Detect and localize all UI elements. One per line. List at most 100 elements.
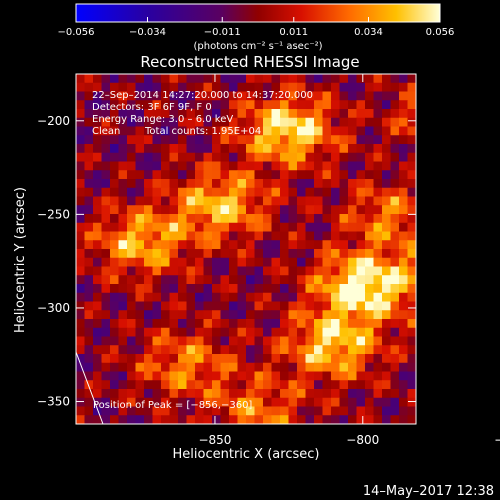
heatmap-cell [152, 406, 162, 416]
heatmap-cell [339, 362, 349, 373]
heatmap-cell [135, 249, 145, 259]
heatmap-cell [144, 152, 154, 163]
heatmap-cell [254, 380, 264, 390]
heatmap-cell [110, 135, 120, 145]
heatmap-cell [305, 354, 315, 364]
heatmap-cell [118, 406, 128, 416]
heatmap-cell [76, 336, 86, 346]
heatmap-cell [161, 179, 171, 189]
heatmap-cell [373, 196, 383, 206]
heatmap-cell [110, 292, 120, 303]
colorbar-ticks: −0.056 −0.034 −0.011 0.011 0.034 0.056 [57, 17, 454, 38]
heatmap-cell [152, 415, 162, 424]
heatmap-cell [195, 74, 205, 84]
heatmap-cell [212, 144, 222, 154]
heatmap-cell [212, 231, 222, 241]
heatmap-cell [101, 100, 111, 110]
heatmap-cell [110, 301, 120, 311]
heatmap-cell [212, 135, 222, 145]
heatmap-cell [263, 371, 273, 381]
heatmap-cell [280, 284, 290, 294]
heatmap-cell [365, 240, 375, 250]
heatmap-cell [288, 284, 298, 294]
heatmap-cell [195, 266, 205, 276]
heatmap-cell [152, 196, 162, 206]
heatmap-cell [280, 240, 290, 250]
heatmap-cell [212, 222, 222, 233]
heatmap-cell [297, 240, 307, 250]
heatmap-cell [237, 222, 247, 233]
heatmap-cell [220, 74, 230, 84]
heatmap-cell [399, 275, 409, 285]
heatmap-cell [254, 179, 264, 189]
heatmap-cell [254, 109, 264, 119]
annotation-clean: Clean [92, 126, 120, 137]
heatmap-cell [178, 406, 188, 416]
heatmap-cell [212, 179, 222, 189]
heatmap-cell [305, 275, 315, 285]
heatmap-cell [229, 345, 239, 355]
heatmap-cell [390, 196, 400, 206]
heatmap-cell [399, 91, 409, 101]
heatmap-cell [271, 345, 281, 355]
heatmap-cell [186, 205, 196, 215]
heatmap-cell [110, 415, 120, 424]
heatmap-cell [305, 117, 315, 128]
heatmap-cell [305, 406, 315, 416]
heatmap-cell [356, 397, 366, 408]
heatmap-cell [118, 371, 128, 381]
heatmap-cell [297, 389, 307, 399]
heatmap-cell [101, 196, 111, 206]
heatmap-cell [161, 161, 171, 171]
heatmap-cell [365, 345, 375, 355]
heatmap-cell [76, 196, 86, 206]
heatmap-cell [280, 214, 290, 224]
heatmap-cell [331, 266, 341, 276]
heatmap-cell [305, 319, 315, 329]
heatmap-cell [135, 380, 145, 390]
heatmap-cell [348, 406, 358, 416]
heatmap-cell [76, 109, 86, 119]
heatmap-cell [339, 222, 349, 233]
heatmap-cell [237, 380, 247, 390]
heatmap-cell [246, 275, 256, 285]
heatmap-cell [178, 336, 188, 346]
heatmap-cell [118, 187, 128, 198]
heatmap-cell [288, 249, 298, 259]
heatmap-cell [373, 82, 383, 93]
heatmap-cell [144, 187, 154, 198]
heatmap-cell [407, 74, 416, 84]
heatmap-cell [280, 257, 290, 268]
heatmap-cell [229, 187, 239, 198]
heatmap-cell [288, 205, 298, 215]
heatmap-cell [254, 161, 264, 171]
heatmap-cell [399, 74, 409, 84]
heatmap-cell [178, 354, 188, 364]
heatmap-cell [382, 249, 392, 259]
heatmap-cell [407, 310, 416, 320]
heatmap-cell [220, 327, 230, 338]
heatmap-cell [237, 152, 247, 163]
heatmap-cell [135, 389, 145, 399]
heatmap-cell [280, 415, 290, 424]
heatmap-cell [407, 354, 416, 364]
heatmap-cell [297, 327, 307, 338]
heatmap-cell [322, 240, 332, 250]
heatmap-cell [305, 144, 315, 154]
heatmap-cell [237, 257, 247, 268]
heatmap-cell [127, 82, 137, 93]
heatmap-cell [407, 187, 416, 198]
x-axis-label: Heliocentric X (arcsec) [173, 447, 320, 462]
heatmap-cell [237, 327, 247, 338]
heatmap-cell [254, 100, 264, 110]
colorbar-tick-label: −0.011 [204, 27, 241, 38]
heatmap-cell [118, 301, 128, 311]
heatmap-cell [229, 117, 239, 128]
heatmap-cell [288, 354, 298, 364]
heatmap-cell [93, 187, 103, 198]
heatmap-cell [203, 389, 213, 399]
heatmap-cell [373, 336, 383, 346]
heatmap-cell [93, 336, 103, 346]
heatmap-cell [169, 397, 179, 408]
heatmap-cell [297, 205, 307, 215]
